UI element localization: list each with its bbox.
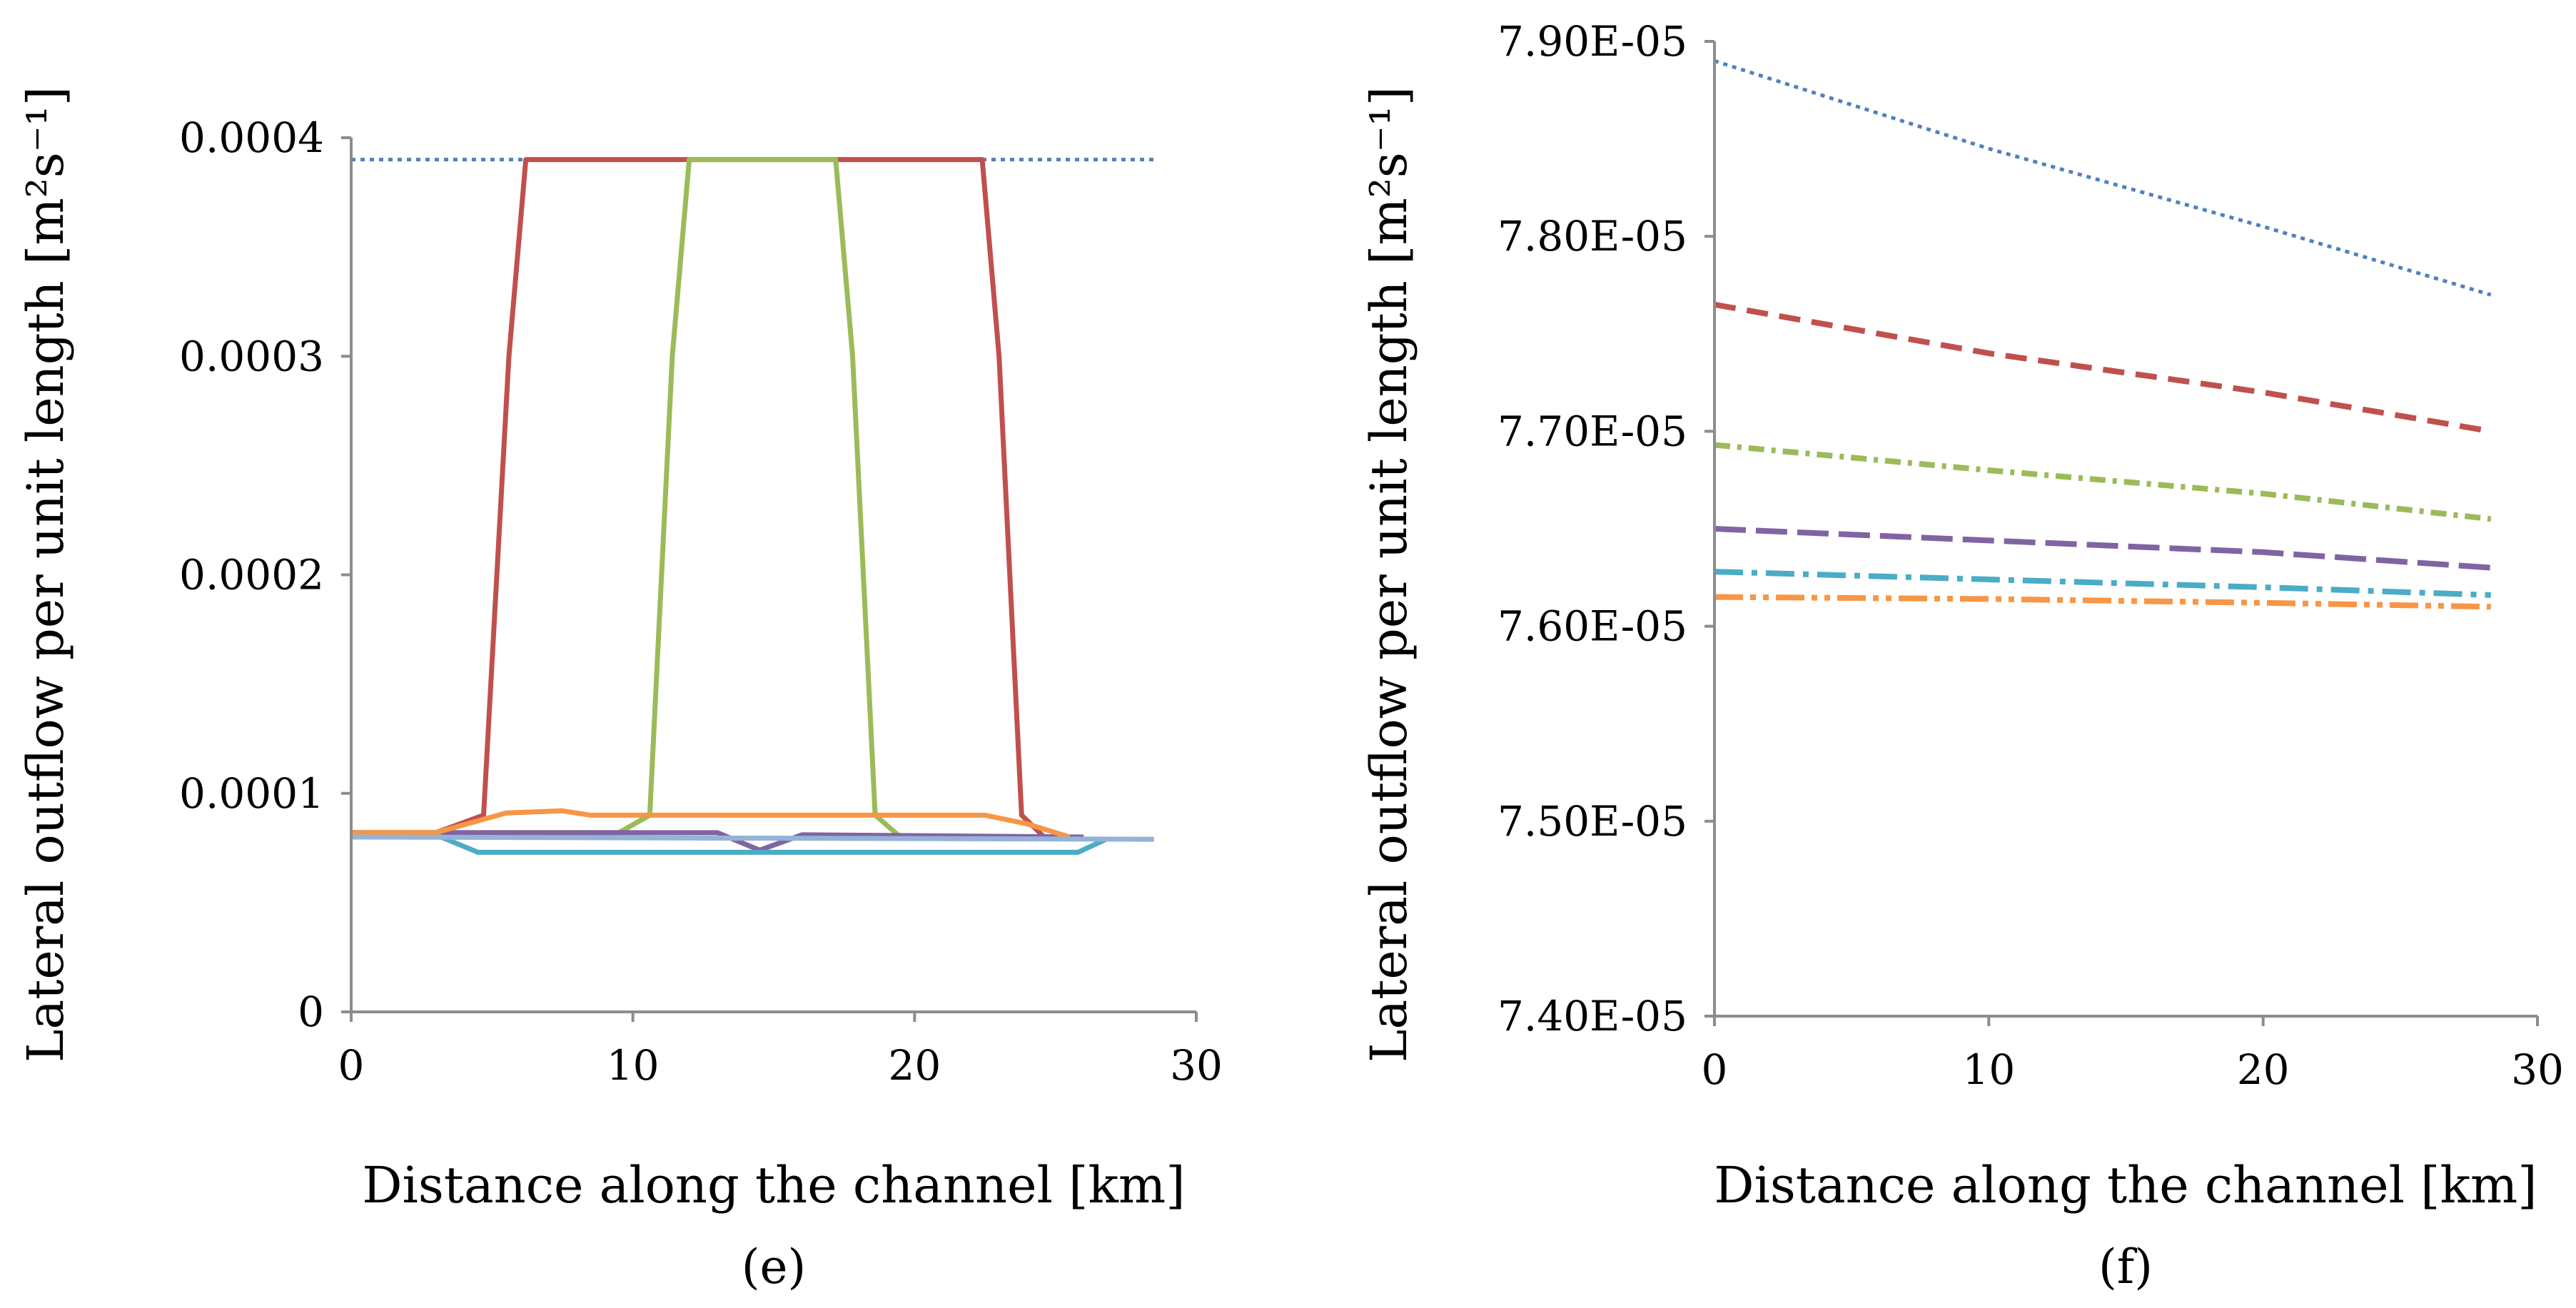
series-line-6 <box>1714 594 2491 610</box>
chart-panel-e: 0 0.0001 0.0002 0.0003 0.0004 0 10 20 30 Distanc… <box>16 86 1223 1294</box>
series-line-2 <box>351 157 1084 840</box>
series-line-4 <box>1714 526 2491 571</box>
y-axis-title: Lateral outflow per unit length [m²s⁻¹] <box>1360 86 1418 1063</box>
series-line-5 <box>1714 569 2491 598</box>
series-line-3 <box>351 157 1084 840</box>
y-tick-label: 7.50E-05 <box>1497 797 1687 846</box>
series-line-6 <box>351 808 1071 840</box>
x-tick-label: 10 <box>607 1041 660 1090</box>
chart-panel-f: 7.40E-05 7.50E-05 7.60E-05 7.70E-05 7.80E-05… <box>1360 17 2564 1294</box>
y-tick-label: 0.0002 <box>179 551 324 599</box>
y-axis-title: Lateral outflow per unit length [m²s⁻¹] <box>16 86 75 1063</box>
x-axis-title: Distance along the channel [km] <box>1714 1156 2537 1215</box>
y-tick-label: 7.40E-05 <box>1497 992 1687 1040</box>
tick-group-f: 7.40E-05 7.50E-05 7.60E-05 7.70E-05 7.80E-05… <box>1497 17 2564 1094</box>
panel-label-e: (e) <box>742 1239 807 1294</box>
x-tick-label: 20 <box>2237 1045 2290 1094</box>
series-line-7 <box>350 834 1154 842</box>
x-tick-label: 10 <box>1962 1045 2015 1094</box>
y-tick-label: 7.80E-05 <box>1497 212 1687 260</box>
x-tick-label: 30 <box>1170 1041 1223 1090</box>
x-tick-label: 30 <box>2511 1045 2564 1094</box>
panel-label-f: (f) <box>2098 1239 2153 1294</box>
y-tick-label: 0.0004 <box>179 113 324 162</box>
series-line-1 <box>1714 59 2492 297</box>
series-group-f <box>1714 59 2492 610</box>
x-tick-label: 0 <box>1702 1045 1728 1094</box>
x-tick-label: 0 <box>338 1041 365 1090</box>
y-tick-label: 0.0001 <box>179 769 324 818</box>
y-tick-label: 7.60E-05 <box>1497 602 1687 651</box>
series-line-2 <box>1714 301 2492 435</box>
tick-group-e: 0 0.0001 0.0002 0.0003 0.0004 0 10 20 30 <box>179 113 1223 1090</box>
y-tick-label: 7.90E-05 <box>1497 17 1687 66</box>
x-tick-label: 20 <box>888 1041 941 1090</box>
series-group-e <box>350 157 1154 855</box>
y-tick-label: 0.0003 <box>179 332 324 380</box>
series-line-3 <box>1714 442 2492 522</box>
x-axis-title: Distance along the channel [km] <box>362 1156 1185 1215</box>
y-tick-label: 7.70E-05 <box>1497 407 1687 455</box>
y-tick-label: 0 <box>298 988 324 1036</box>
